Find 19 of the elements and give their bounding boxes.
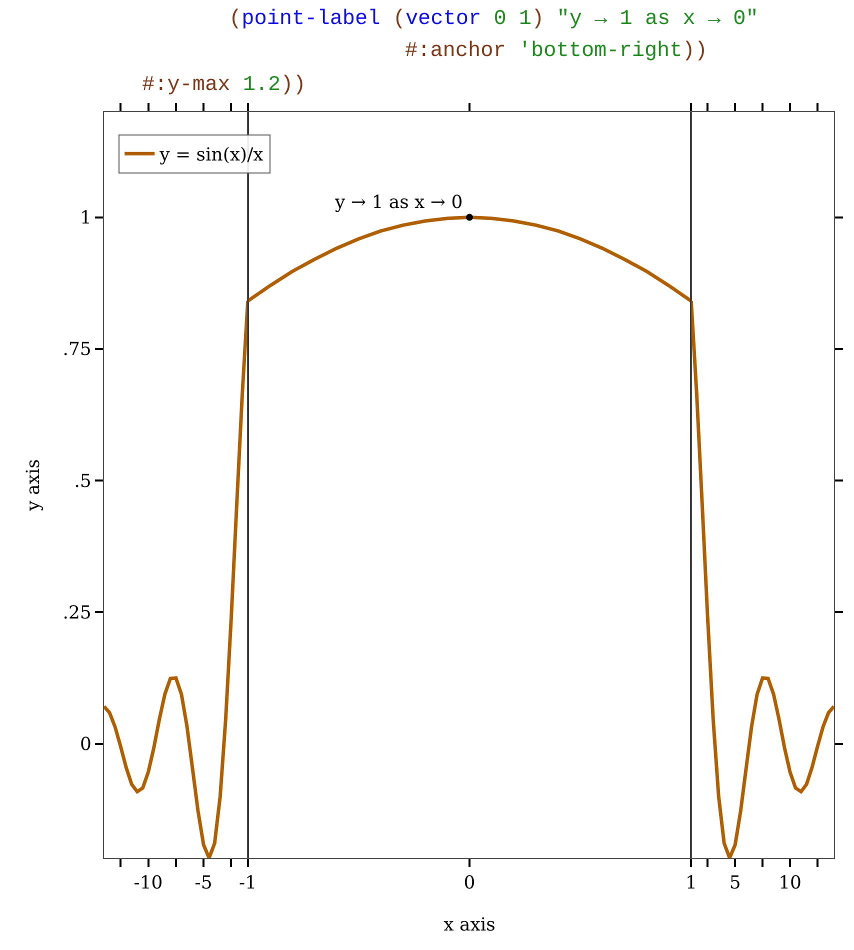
x-tick-label: -5 xyxy=(194,872,212,894)
x-tick-label: 5 xyxy=(729,872,741,894)
x-tick-label: 1 xyxy=(685,872,697,894)
y-tick-label: .75 xyxy=(62,339,92,360)
y-tick-label: .25 xyxy=(62,602,92,624)
text: (point-label (vector 0 1) "y → 1 as x → 0" xyxy=(229,8,758,31)
y-tick-label: 0 xyxy=(80,734,92,756)
x-tick-label: -10 xyxy=(134,872,163,894)
y-tick-label: .5 xyxy=(74,470,92,492)
annotation: y → 1 as x → 0 xyxy=(334,192,463,213)
legend-label: y = sin(x)/x xyxy=(158,144,264,166)
x-axis-title: x axis xyxy=(444,914,496,936)
text: #:y-max 1.2)) xyxy=(142,74,306,97)
y-axis-title: y axis xyxy=(22,459,44,512)
text: #:anchor 'bottom-right)) xyxy=(405,40,708,63)
x-tick-label: -1 xyxy=(239,872,257,894)
x-tick-label: 0 xyxy=(464,872,476,894)
y-tick-label: 1 xyxy=(80,208,92,229)
x-tick-label: 10 xyxy=(778,872,802,894)
